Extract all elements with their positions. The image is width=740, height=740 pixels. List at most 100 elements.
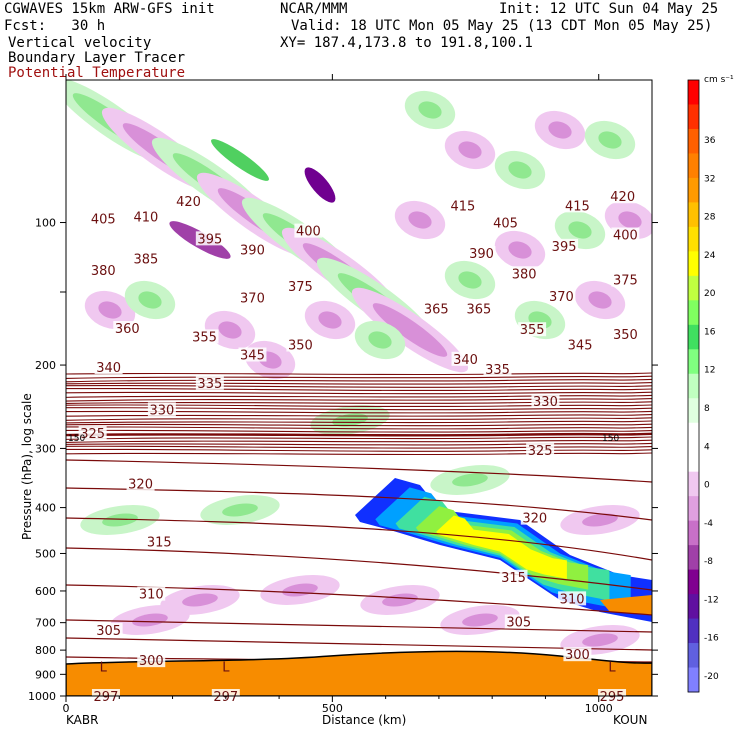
wave-cell-core [582, 633, 618, 647]
colorbar-label: 12 [704, 366, 715, 376]
theta-line-upper [66, 417, 652, 421]
low-label: L [608, 660, 616, 675]
colorbar-swatch [688, 226, 699, 252]
colorbar: cm s⁻¹ 36 32 28 24 20 16 12 8 4 0 -4 -8 -12 -16 -20 [687, 75, 734, 693]
theta-label: 360 [115, 322, 140, 337]
theta-label-bg [190, 329, 219, 344]
colorbar-swatch [688, 104, 699, 130]
theta-label-bg [526, 442, 555, 457]
wave-core-strong [211, 139, 269, 181]
y-tick-label: 400 [35, 502, 56, 515]
theta-line-upper [66, 436, 652, 440]
theta-label-bg [126, 476, 155, 491]
colorbar-swatch [688, 202, 699, 228]
tropopause-label: 150 [602, 434, 619, 444]
theta-line-upper [66, 387, 652, 392]
colorbar-label: 20 [704, 289, 716, 299]
theta-label: 390 [240, 243, 265, 258]
colorbar-swatch [688, 80, 699, 105]
theta-label: 370 [549, 290, 574, 305]
y-tick-label: 100 [35, 217, 56, 230]
theta-line-upper [66, 401, 652, 404]
theta-label-bg [483, 362, 512, 377]
wave-cell-core [458, 271, 482, 289]
theta-label: 300 [139, 654, 164, 669]
init-time: Init: 12 UTC Sun 04 May 25 [499, 1, 719, 17]
left-station: KABR [66, 713, 98, 727]
wave-cell-core [548, 121, 572, 139]
wave-cell-core [452, 473, 488, 487]
theta-label-bg [195, 375, 224, 390]
theta-label: 410 [133, 210, 158, 225]
colorbar-label: -16 [704, 634, 719, 644]
colorbar-label: 36 [704, 136, 716, 146]
y-tick-label: 900 [35, 668, 56, 681]
colorbar-swatch [688, 177, 699, 203]
theta-label-bg [238, 347, 267, 362]
theta-line-upper [66, 420, 652, 424]
colorbar-label: -8 [704, 557, 713, 567]
theta-label-bg [131, 251, 160, 266]
theta-line-upper [66, 414, 652, 417]
theta-label: 350 [613, 328, 638, 343]
theta-line-upper [66, 394, 652, 398]
wave-cell-core [222, 503, 258, 517]
theta-label: 395 [197, 232, 222, 247]
colorbar-swatch [688, 128, 699, 154]
colorbar-swatch [688, 643, 699, 669]
theta-label: 355 [520, 323, 545, 338]
colorbar-label: 0 [704, 481, 710, 491]
theta-label: 415 [450, 199, 475, 214]
theta-label: 405 [91, 212, 116, 227]
theta-label-bg [286, 337, 315, 352]
theta-label: 330 [149, 403, 174, 418]
theta-label: 420 [176, 195, 201, 210]
y-tick-label: 800 [35, 644, 56, 657]
theta-line-upper [66, 375, 652, 380]
theta-label: 310 [139, 588, 164, 603]
theta-line-upper [66, 384, 652, 388]
theta-label: 395 [552, 240, 577, 255]
theta-label-bg [550, 238, 579, 253]
low-label: L [222, 660, 230, 675]
colorbar-label: 8 [704, 404, 710, 414]
theta-label: 305 [96, 624, 121, 639]
x-tick-label: 500 [322, 702, 343, 715]
theta-label-bg [558, 591, 587, 606]
theta-line-upper [66, 382, 652, 385]
theta-label: 345 [568, 339, 593, 354]
theta-label-bg [294, 223, 323, 238]
colorbar-swatch [688, 618, 699, 644]
theta-labels: 420 415 415 420 405 410 405 395 400 395 400 385 390 3… [68, 189, 640, 705]
wave-cell-core [458, 141, 482, 159]
tracer-plume-core [600, 595, 652, 615]
model-title: CGWAVES 15km ARW-GFS init [4, 1, 215, 17]
theta-label: 305 [506, 615, 531, 630]
theta-label: 300 [565, 648, 590, 663]
y-tick-label: 300 [35, 442, 56, 455]
colorbar-label: 4 [704, 442, 710, 452]
field-potential-temperature: Potential Temperature [8, 65, 186, 81]
colorbar-swatch [688, 300, 699, 326]
theta-label: 400 [296, 225, 321, 240]
theta-label-bg [464, 301, 493, 316]
theta-label: 400 [613, 229, 638, 244]
theta-label: 335 [197, 377, 222, 392]
theta-label-bg [547, 289, 576, 304]
theta-label: 310 [560, 592, 585, 607]
theta-label-bg [518, 322, 547, 337]
theta-label-bg [563, 647, 592, 662]
wave-cell-core [408, 211, 432, 229]
field-vertical-velocity: Vertical velocity [8, 35, 152, 51]
wave-cell-core [582, 513, 618, 527]
theta-label: 315 [501, 571, 526, 586]
theta-line-upper [66, 439, 652, 444]
wave-cell-core [132, 613, 168, 627]
theta-label: 297 [94, 690, 119, 705]
theta-label-bg [238, 242, 267, 257]
y-axis-label: Pressure (hPa), log scale [20, 393, 34, 540]
theta-label: 375 [288, 280, 313, 295]
theta-label-bg [174, 193, 203, 208]
theta-label: 320 [522, 512, 547, 527]
